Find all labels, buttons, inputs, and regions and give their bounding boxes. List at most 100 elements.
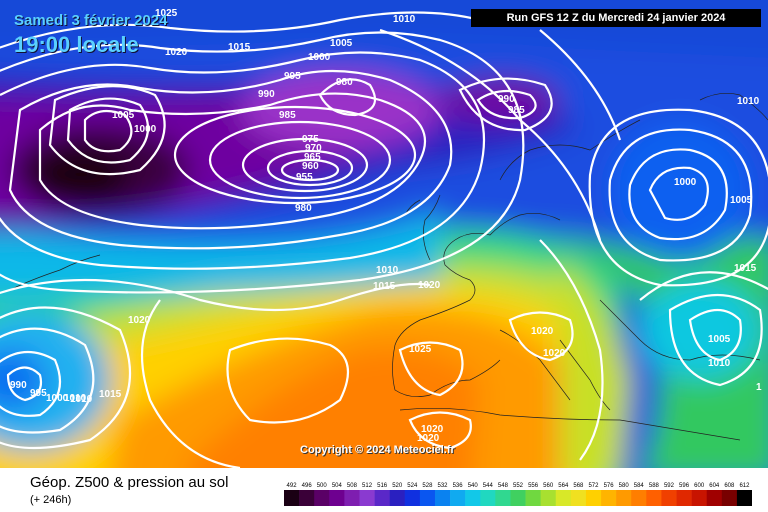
legend-swatch (691, 490, 708, 506)
legend-swatch (631, 490, 647, 506)
legend-swatch (419, 490, 436, 506)
legend-value: 564 (558, 483, 569, 489)
isobar-label: 1010 (393, 14, 416, 25)
legend-value: 540 (468, 483, 479, 489)
legend-swatch (329, 490, 345, 506)
legend-swatch (661, 490, 677, 506)
forecast-time: 19:00 locale (14, 32, 139, 57)
legend-value: 608 (724, 483, 735, 489)
legend-value: 604 (709, 483, 720, 489)
isobar-label: 1005 (112, 110, 135, 121)
isobar-label: 1005 (708, 334, 731, 345)
legend-value: 548 (498, 483, 509, 489)
legend-value: 516 (377, 483, 388, 489)
legend-value: 492 (287, 483, 298, 489)
legend-value: 556 (528, 483, 539, 489)
isobar-label: 1015 (373, 281, 396, 292)
legend-value: 508 (347, 483, 358, 489)
legend-swatch (359, 490, 375, 506)
forecast-lead-time: (+ 246h) (30, 494, 72, 506)
legend-value: 596 (679, 483, 690, 489)
isobar-label: 960 (302, 161, 319, 172)
legend-value: 612 (739, 483, 750, 489)
legend-value: 592 (664, 483, 675, 489)
isobar-label: 1020 (128, 315, 151, 326)
legend-value: 552 (513, 483, 524, 489)
color-legend: 492 496 500 504 508 512 516 520 524 528 532 536 540 5… (284, 483, 752, 506)
isobar-label: 1020 (531, 326, 554, 337)
legend-value: 532 (438, 483, 449, 489)
isobar-label: 995 (284, 71, 301, 82)
isobar-label: 1005 (330, 38, 353, 49)
legend-value: 500 (317, 483, 328, 489)
isobar-label: 1010 (64, 393, 87, 404)
legend-swatch (495, 490, 511, 506)
legend-swatch (374, 490, 390, 506)
map-title: Géop. Z500 & pression au sol (30, 474, 229, 491)
legend-value: 588 (649, 483, 660, 489)
isobar-label: 985 (279, 110, 296, 121)
isobar-label: 1000 (46, 393, 69, 404)
isobar-label: 1020 (543, 348, 566, 359)
isobar-label: 1020 (418, 280, 441, 291)
legend-value: 520 (392, 483, 403, 489)
legend-swatch (450, 490, 466, 506)
isobar-label: 980 (295, 203, 312, 214)
legend-value: 584 (634, 483, 645, 489)
isobar-label: 1025 (409, 344, 432, 355)
isobar-label: 1000 (308, 52, 331, 63)
isobar-label: 1000 (674, 177, 697, 188)
forecast-date: Samedi 3 février 2024 (14, 12, 168, 29)
isobar-label: 1010 (70, 394, 93, 405)
legend-value: 512 (362, 483, 373, 489)
legend-value: 580 (619, 483, 630, 489)
isobar-label: 990 (10, 380, 27, 391)
legend-swatch (510, 490, 526, 506)
legend-value: 528 (422, 483, 433, 489)
legend-swatch (601, 490, 617, 506)
legend-swatch (480, 490, 496, 506)
isobar-label: 1005 (730, 195, 753, 206)
isobar-label: 990 (498, 94, 515, 105)
legend-swatch (676, 490, 692, 506)
legend-swatch (736, 490, 752, 506)
legend-swatch (721, 490, 738, 506)
isobar-label: 990 (258, 89, 275, 100)
legend-swatch (525, 490, 541, 506)
legend-swatch (616, 490, 632, 506)
isobar-label: 1010 (737, 96, 760, 107)
legend-swatch (389, 490, 406, 506)
isobar-label: 1015 (99, 389, 122, 400)
legend-value: 600 (694, 483, 705, 489)
copyright-notice: Copyright © 2024 Meteociel.fr (300, 444, 455, 456)
isobar-label: 1020 (165, 47, 188, 58)
legend-value: 568 (573, 483, 584, 489)
legend-value: 576 (604, 483, 615, 489)
legend-swatch (585, 490, 602, 506)
legend-value: 544 (483, 483, 494, 489)
isobar-label: 975 (302, 134, 319, 145)
isobar-label: 1010 (376, 265, 399, 276)
isobar-label: 1 (756, 382, 762, 393)
isobar-label: 1020 (421, 424, 444, 435)
legend-value: 572 (588, 483, 599, 489)
isobar-label: 1000 (134, 124, 157, 135)
isobar-label: 1010 (708, 358, 731, 369)
legend-swatch (540, 490, 557, 506)
model-run-label: Run GFS 12 Z du Mercredi 24 janvier 2024 (471, 9, 761, 27)
legend-value: 504 (332, 483, 343, 489)
legend-swatch (434, 490, 451, 506)
legend-swatch (555, 490, 572, 506)
isobar-label: 995 (30, 388, 47, 399)
isobar-label: 1015 (228, 42, 251, 53)
isobar-label: 985 (508, 105, 525, 116)
isobar-label: 970 (305, 143, 322, 154)
legend-swatch (404, 490, 421, 506)
legend-swatch (706, 490, 723, 506)
legend-value: 536 (453, 483, 464, 489)
isobar-label: 965 (304, 152, 321, 163)
legend-swatch (344, 490, 360, 506)
legend-swatch (284, 490, 300, 506)
